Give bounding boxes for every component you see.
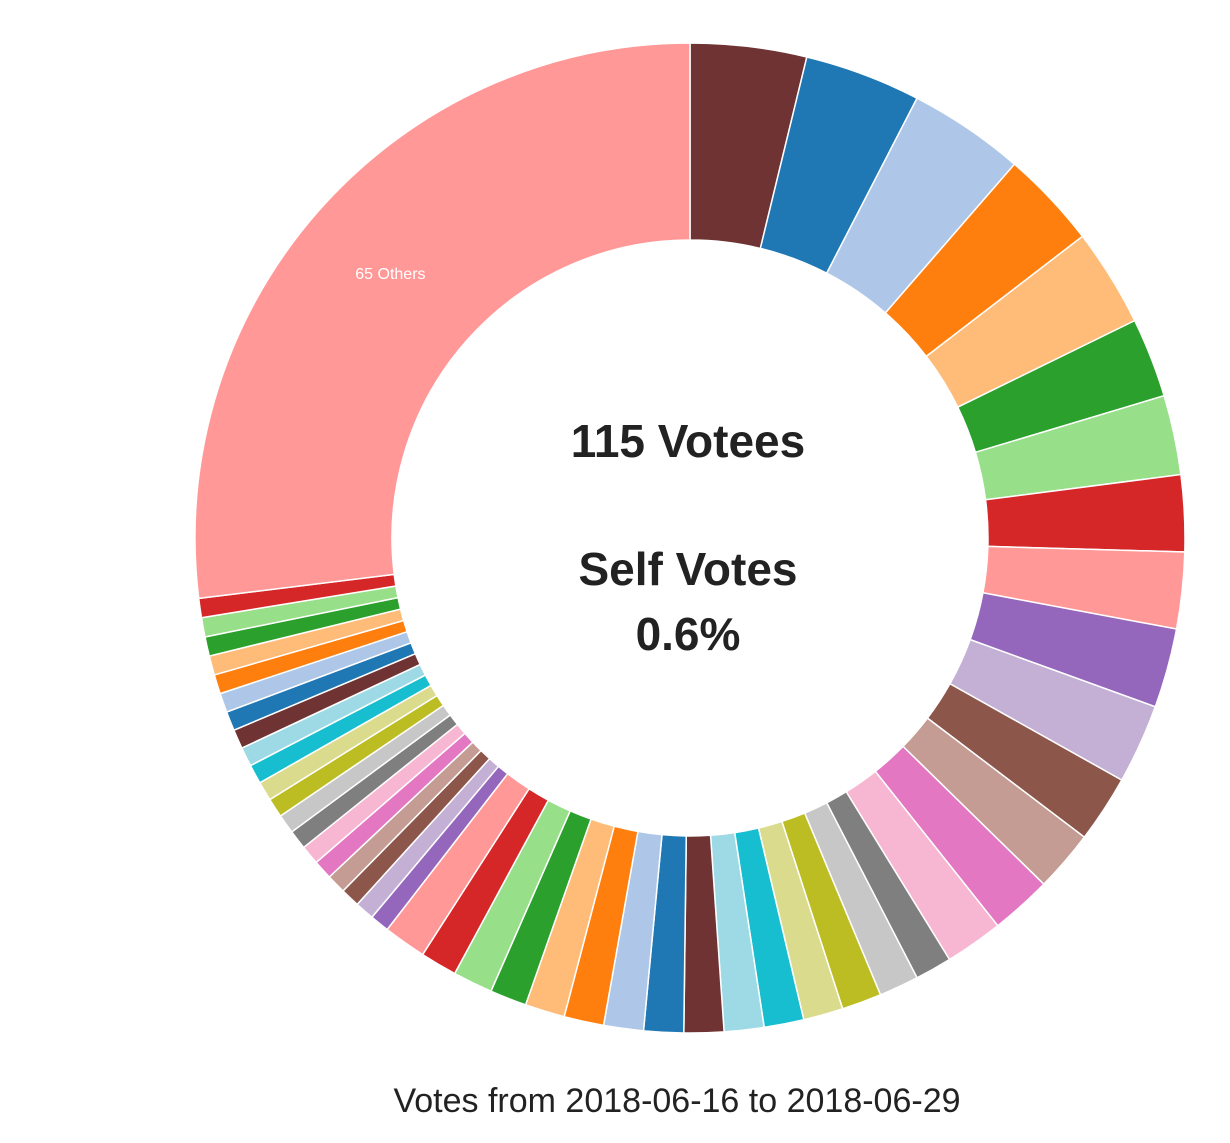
donut: 65 Others xyxy=(194,42,1186,1034)
slice-label: 65 Others xyxy=(355,266,425,283)
center-subtitle: Self Votes xyxy=(579,543,798,595)
center-value: 0.6% xyxy=(636,608,741,660)
slice xyxy=(194,42,691,600)
center-title: 115 Votees xyxy=(571,415,805,467)
caption: Votes from 2018-06-16 to 2018-06-29 xyxy=(393,1082,960,1120)
